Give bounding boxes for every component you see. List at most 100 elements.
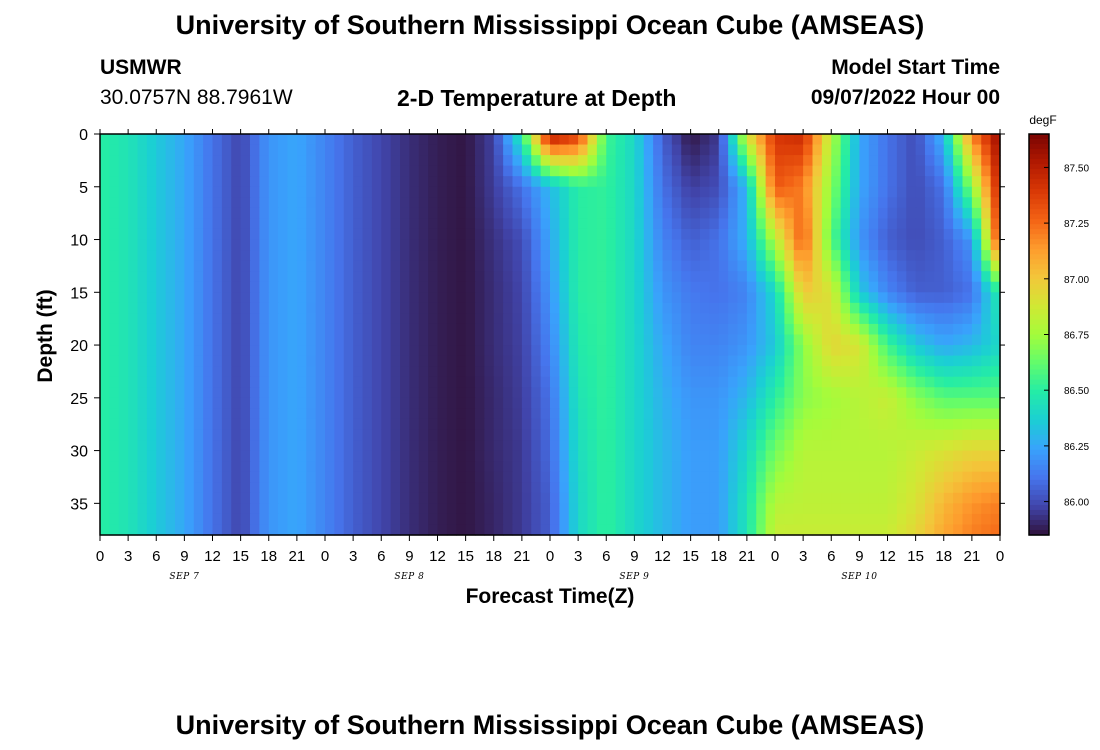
heatmap-cell [934,218,945,230]
heatmap-cell [446,461,457,473]
heatmap-cell [353,271,364,283]
heatmap-cell [540,440,551,452]
heatmap-cell [212,471,223,483]
heatmap-cell [568,492,579,504]
colorbar-segment [1029,409,1049,416]
heatmap-cell [296,513,307,526]
heatmap-cell [353,524,364,536]
heatmap-cell [259,524,270,536]
heatmap-cell [259,376,270,388]
heatmap-cell [259,408,270,420]
heatmap-cell [625,429,635,441]
heatmap-cell [428,513,439,526]
heatmap-cell [165,366,176,378]
heatmap-cell [493,281,504,293]
heatmap-cell [137,429,148,441]
heatmap-cell [906,313,917,325]
heatmap-cell [831,134,842,146]
x-tick-label: 18 [485,548,502,565]
x-tick-label: 12 [429,548,446,565]
heatmap-cell [390,387,401,399]
heatmap-cell [990,450,1001,462]
heatmap-cell [193,524,204,536]
heatmap-cell [325,524,335,536]
heatmap-cell [418,207,429,220]
heatmap-cell [550,165,560,177]
heatmap-cell [456,155,467,167]
heatmap-cell [971,302,982,314]
heatmap-cell [634,376,645,388]
heatmap-cell [896,345,907,357]
heatmap-cell [850,250,860,262]
heatmap-cell [221,134,232,146]
heatmap-cell [418,503,429,515]
heatmap-cell [128,376,139,388]
heatmap-cell [531,250,542,262]
heatmap-cell [568,461,579,473]
heatmap-cell [784,228,795,241]
heatmap-cell [268,366,279,378]
heatmap-cell [728,134,739,146]
heatmap-cell [409,482,420,494]
heatmap-cell [700,418,710,431]
heatmap-cell [587,492,598,504]
heatmap-cell [746,450,757,462]
heatmap-cell [175,292,185,304]
heatmap-cell [156,134,167,146]
x-day-label: SEP 9 [619,572,649,582]
heatmap-cell [587,387,598,399]
heatmap-cell [146,228,157,241]
heatmap-cell [165,429,176,441]
heatmap-cell [334,387,345,399]
station-name: USMWR [100,56,182,79]
heatmap-cell [756,397,767,409]
heatmap-cell [606,450,617,462]
heatmap-cell [146,144,157,156]
heatmap-cell [550,134,560,146]
heatmap-cell [315,323,326,336]
heatmap-cell [831,355,842,367]
heatmap-cell [578,376,589,388]
heatmap-cell [400,387,410,399]
heatmap-cell [765,260,776,272]
heatmap-cell [353,450,364,462]
heatmap-cell [587,176,598,188]
heatmap-cell [371,366,382,378]
heatmap-cell [550,482,560,494]
heatmap-cell [128,387,139,399]
heatmap-cell [906,218,917,230]
heatmap-cell [165,281,176,293]
heatmap-cell [165,155,176,167]
heatmap-cell [418,228,429,241]
heatmap-cell [625,176,635,188]
heatmap-cell [887,134,898,146]
heatmap-cell [446,387,457,399]
heatmap-cell [868,524,879,536]
heatmap-cell [850,302,860,314]
heatmap-cell [868,429,879,441]
heatmap-cell [193,397,204,409]
heatmap-cell [634,176,645,188]
heatmap-cell [250,461,260,473]
heatmap-cell [475,471,485,483]
heatmap-cell [850,313,860,325]
heatmap-cell [728,260,739,272]
heatmap-cell [512,429,523,441]
heatmap-cell [231,302,242,314]
heatmap-cell [446,144,457,156]
heatmap-cell [803,155,814,167]
heatmap-cell [343,492,354,504]
heatmap-cell [465,513,476,526]
heatmap-cell [700,218,710,230]
heatmap-cell [934,345,945,357]
heatmap-cell [540,471,551,483]
heatmap-cell [231,155,242,167]
heatmap-cell [821,408,832,420]
heatmap-cell [203,176,214,188]
heatmap-cell [934,440,945,452]
heatmap-cell [418,218,429,230]
heatmap-cell [428,429,439,441]
heatmap-cell [550,334,560,346]
heatmap-cell [503,408,514,420]
x-tick-label: 12 [204,548,221,565]
